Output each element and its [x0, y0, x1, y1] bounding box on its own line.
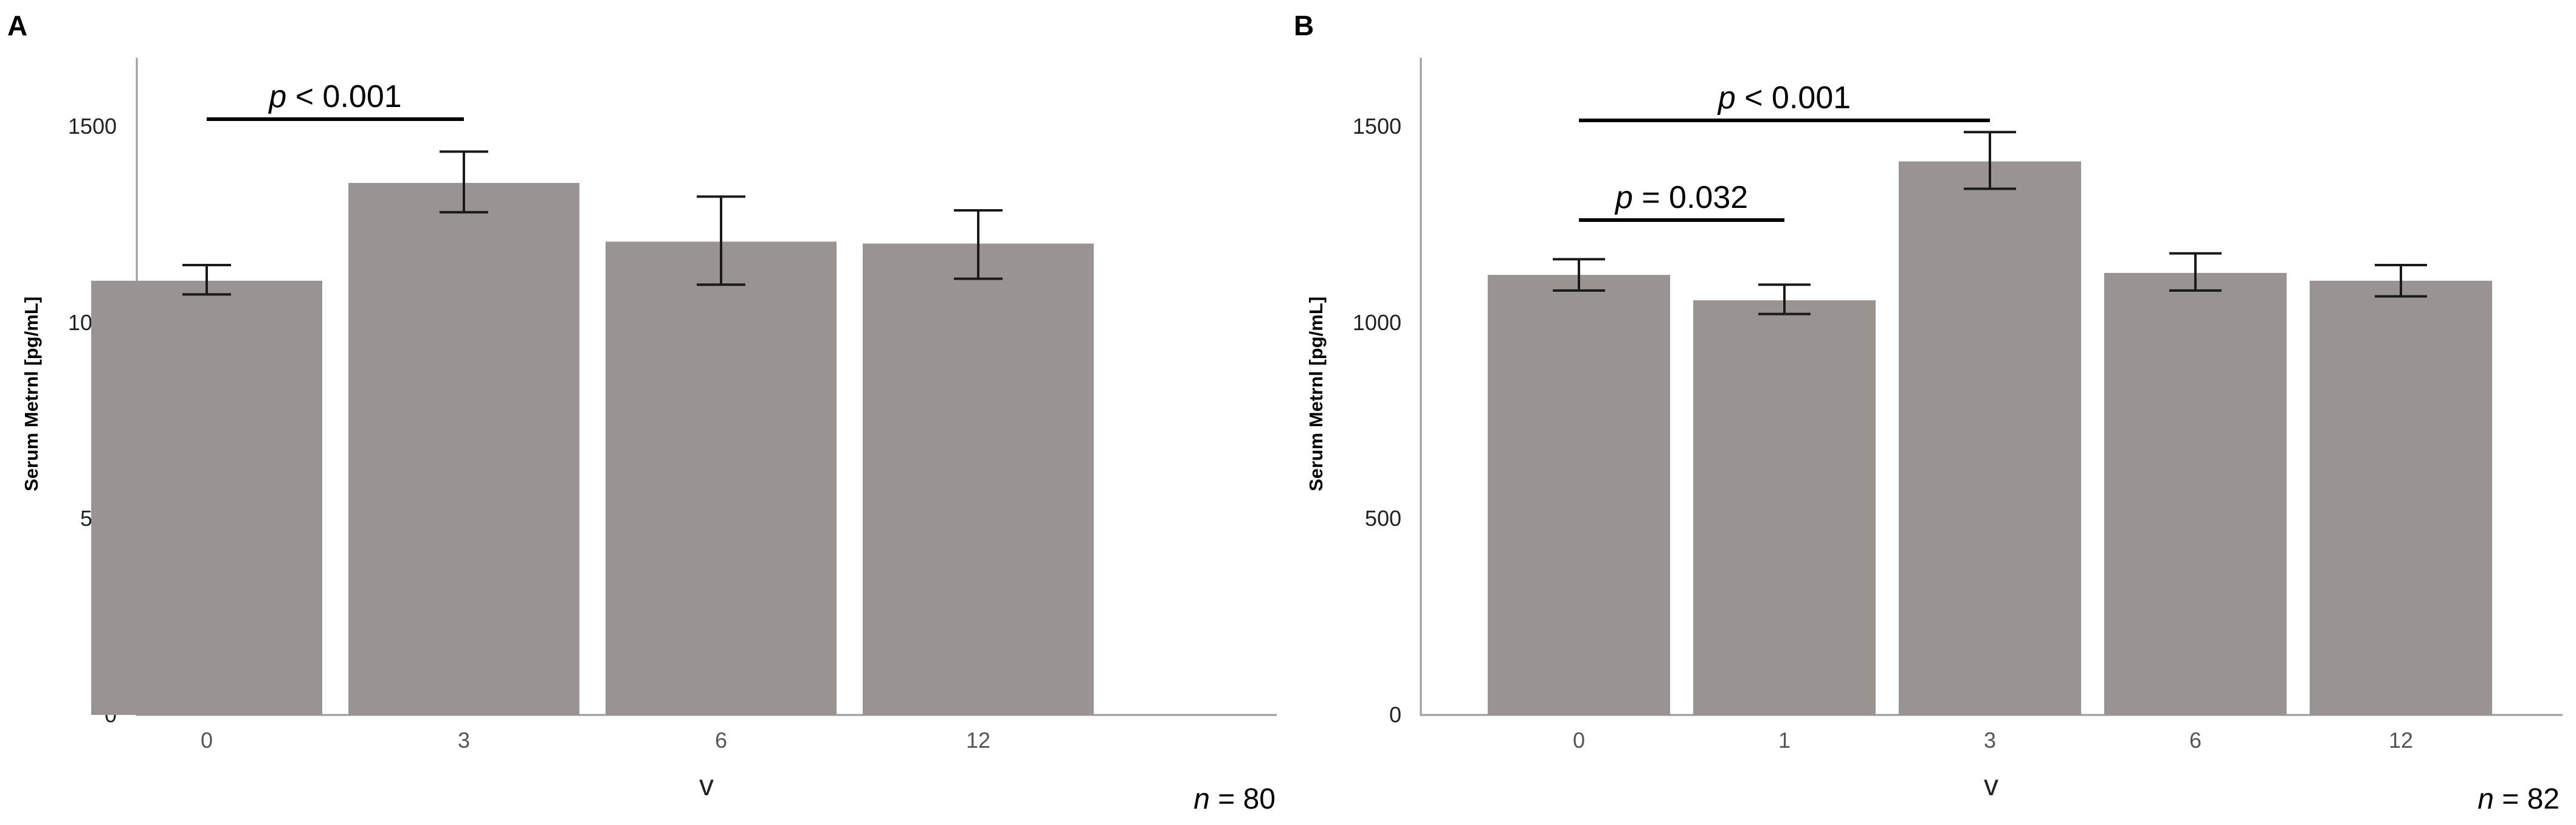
n-symbol: n [2478, 783, 2494, 815]
x-tick-label: 12 [2389, 728, 2413, 753]
bar-0 [1488, 275, 1670, 715]
error-bar-0 [1553, 258, 1605, 292]
panel-letter-b: B [1294, 10, 1314, 41]
x-tick-label: 3 [1984, 728, 1996, 753]
panel-a: A Serum Metrnl [pg/mL] 0 500 1000 1500 0… [7, 10, 1277, 815]
y-axis-label-b: Serum Metrnl [pg/mL] [1305, 297, 1327, 491]
error-bar-6 [2169, 252, 2222, 292]
n-text: = 82 [2494, 783, 2560, 815]
bars-a [91, 150, 1094, 716]
x-tick-label: 0 [201, 728, 213, 753]
error-bar-3 [440, 150, 488, 214]
bar-6 [606, 241, 837, 715]
significance-label: p < 0.001 [1717, 80, 1851, 116]
bar-1 [1693, 300, 1876, 715]
bars-b [1488, 131, 2492, 716]
significance-b: p < 0.001 p = 0.032 [1579, 80, 1990, 222]
significance-a: p < 0.001 [207, 79, 464, 121]
n-label-b: n = 82 [2478, 783, 2560, 815]
bar-12 [2310, 280, 2492, 716]
bar-3 [348, 182, 579, 715]
x-axis-label-b: v [1984, 770, 1998, 802]
x-ticks-b: 0 1 3 6 12 [1573, 728, 2413, 753]
x-axis-label-a: v [699, 770, 714, 802]
error-bar-1 [1758, 283, 1811, 316]
significance-annotation: p = 0.032 [1579, 180, 1784, 222]
n-label-a: n = 80 [1193, 783, 1276, 815]
y-axis-label-a: Serum Metrnl [pg/mL] [21, 297, 42, 491]
error-bar-12 [2375, 264, 2427, 298]
bar-0 [91, 280, 322, 716]
error-bar-0 [182, 264, 231, 296]
y-tick-label: 1500 [1353, 114, 1401, 139]
x-tick-label: 6 [715, 728, 727, 753]
y-tick-label: 1500 [68, 114, 117, 139]
error-bar-6 [697, 195, 745, 286]
y-tick-label: 0 [1389, 702, 1401, 727]
y-ticks-b: 0 500 1000 1500 [1353, 114, 1401, 727]
x-tick-label: 0 [1573, 728, 1585, 753]
x-tick-label: 12 [966, 728, 990, 753]
n-symbol: n [1193, 783, 1210, 815]
significance-annotation: p < 0.001 [207, 79, 464, 121]
panel-b: B Serum Metrnl [pg/mL] 0 500 1000 1500 0… [1294, 10, 2563, 815]
x-ticks-a: 0 3 6 12 [201, 728, 990, 753]
x-tick-label: 3 [458, 728, 470, 753]
y-tick-label: 500 [1365, 506, 1401, 531]
x-tick-label: 6 [2189, 728, 2201, 753]
bar-12 [863, 243, 1094, 715]
significance-label: p = 0.032 [1614, 180, 1748, 215]
x-tick-label: 1 [1778, 728, 1790, 753]
y-tick-label: 1000 [1353, 310, 1401, 335]
significance-label: p < 0.001 [268, 79, 401, 114]
significance-annotation: p < 0.001 [1579, 80, 1990, 122]
bar-6 [2104, 272, 2287, 715]
n-text: = 80 [1210, 783, 1276, 815]
bar-3 [1899, 161, 2081, 715]
error-bar-12 [954, 209, 1003, 280]
panel-letter-a: A [7, 10, 27, 41]
error-bar-3 [1964, 131, 2016, 190]
